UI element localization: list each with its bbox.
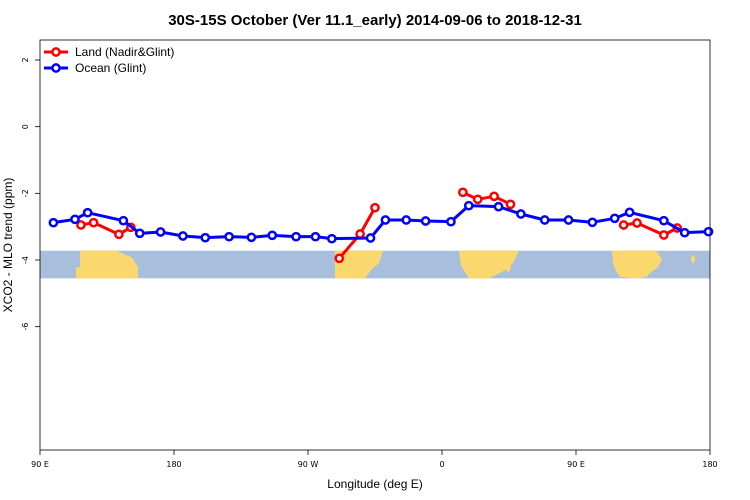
legend-ocean-label: Ocean (Glint) <box>75 61 146 75</box>
ocean-series-point <box>539 215 550 225</box>
ocean-series-point <box>587 217 598 228</box>
land-series-point <box>457 187 468 198</box>
ocean-series-point <box>563 215 574 225</box>
plot-frame <box>39 39 711 451</box>
ocean-series-point <box>658 215 669 226</box>
ocean-series-point <box>310 231 321 242</box>
x-tick-label: 90 E <box>31 460 49 469</box>
land-africa <box>459 250 519 279</box>
land-series-point <box>658 230 669 240</box>
ocean-series-point <box>200 232 211 243</box>
legend: Land (Nadir&Glint) Ocean (Glint) <box>44 45 174 75</box>
x-tick-label: 180 <box>702 460 717 469</box>
land-series-line <box>623 221 678 237</box>
map-band <box>40 250 710 279</box>
ocean-series-point <box>446 216 456 227</box>
land-australia-repeat <box>612 250 662 279</box>
x-tick-label: 180 <box>166 460 181 469</box>
land-south-america <box>335 250 383 279</box>
land-series-point <box>632 218 642 228</box>
land-series-point <box>114 229 124 240</box>
ocean-series-point <box>401 215 412 225</box>
land-series-point <box>355 229 365 239</box>
ocean-series-point <box>493 201 504 212</box>
y-tick-label: -2 <box>21 189 30 197</box>
land-series-point <box>88 217 99 228</box>
x-tick-label: 90 W <box>298 460 319 469</box>
ocean-series-point <box>703 226 714 237</box>
x-tick-label: 90 E <box>567 460 585 469</box>
y-tick-label: 2 <box>21 57 30 62</box>
legend-land-label: Land (Nadir&Glint) <box>75 45 174 59</box>
y-axis: 2 0 -2 -4 -6 <box>21 57 40 331</box>
series-layer <box>48 187 714 264</box>
x-axis: 90 E 180 90 W 0 90 E 180 <box>31 450 718 469</box>
land-new-zealand <box>691 254 695 263</box>
legend-land-marker <box>51 47 61 57</box>
ocean-series-point <box>380 215 391 225</box>
land-madagascar <box>505 254 511 273</box>
y-axis-label: XCO2 - MLO trend (ppm) <box>1 178 15 313</box>
ocean-series-point <box>48 217 59 228</box>
land-series-point <box>618 220 629 230</box>
chart-title: 30S-15S October (Ver 11.1_early) 2014-09… <box>168 12 582 29</box>
ocean-series-point <box>267 230 278 241</box>
ocean-series-point <box>326 233 337 244</box>
ocean-series-point <box>365 233 376 243</box>
land-series-point <box>76 220 86 230</box>
ocean-series-point <box>679 227 690 238</box>
ocean-series-point <box>516 209 526 219</box>
x-axis-label: Longitude (deg E) <box>327 477 422 491</box>
y-tick-label: -4 <box>21 256 30 264</box>
land-series-point <box>472 194 483 205</box>
ocean-series-line <box>53 204 709 241</box>
ocean-series-point <box>609 213 620 224</box>
ocean-series-point <box>82 207 93 218</box>
ocean-series-point <box>420 216 431 226</box>
ocean-series-point <box>70 214 80 225</box>
land-series-line <box>80 221 132 236</box>
ocean-series-point <box>624 207 635 218</box>
ocean-series-point <box>178 231 188 241</box>
y-tick-label: -6 <box>21 323 30 331</box>
land-series-point <box>489 191 499 202</box>
legend-ocean-marker <box>51 63 61 73</box>
land-series-point <box>505 199 516 210</box>
ocean-series-point <box>246 232 257 243</box>
land-australia <box>76 250 138 279</box>
land-series-point <box>370 202 380 213</box>
ocean-series-point <box>155 227 166 237</box>
ocean-series-point <box>118 215 129 226</box>
ocean-series-point <box>224 231 234 242</box>
land-series-point <box>334 253 345 264</box>
land-series-line <box>462 190 512 206</box>
x-tick-label: 0 <box>439 460 444 469</box>
y-tick-label: 0 <box>21 124 30 129</box>
ocean-series-point <box>463 200 474 211</box>
ocean-series-point <box>134 228 145 239</box>
ocean-series-point <box>291 231 301 242</box>
